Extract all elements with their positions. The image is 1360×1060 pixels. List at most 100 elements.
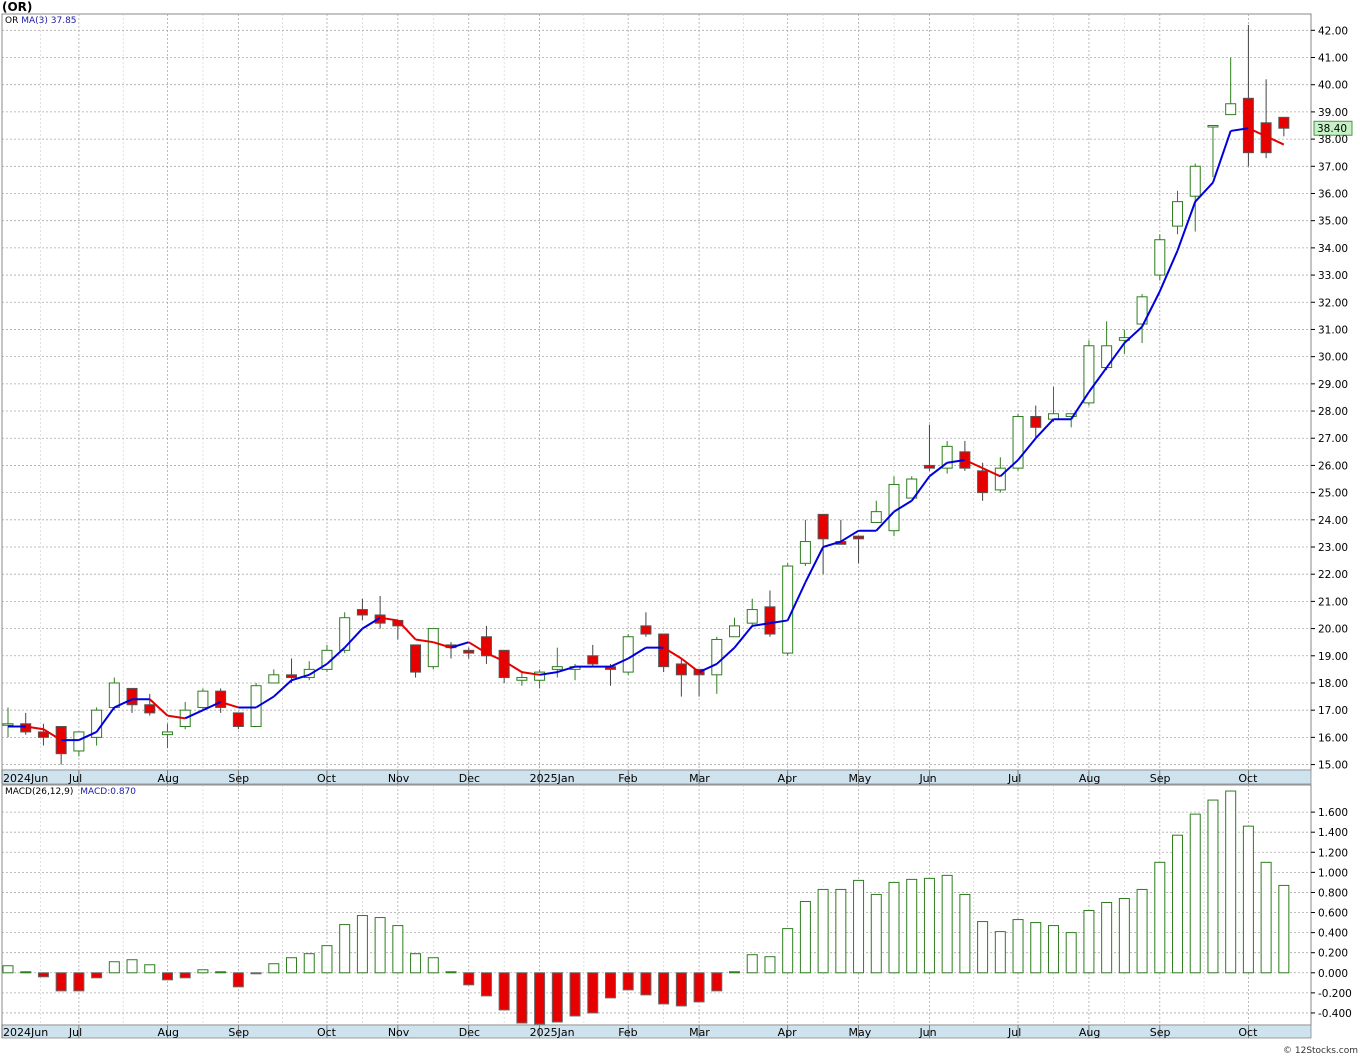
ma-line-segment <box>95 706 116 733</box>
macd-bar <box>356 915 368 974</box>
x-axis-label: May <box>849 1026 872 1039</box>
candle <box>427 628 439 670</box>
macd-y-tick-label: 1.000 <box>1318 867 1348 879</box>
candle <box>941 440 953 474</box>
macd-bar <box>215 971 227 974</box>
macd-bar <box>994 931 1006 974</box>
x-axis-label: Jul <box>68 772 82 785</box>
macd-bar <box>339 924 351 974</box>
candle <box>1136 294 1148 344</box>
macd-bar <box>1207 799 1219 974</box>
candle-body <box>268 674 280 684</box>
macd-bar <box>73 972 85 992</box>
macd-bar <box>587 972 599 1014</box>
candle-body <box>1207 124 1219 128</box>
macd-bar <box>1260 861 1272 974</box>
price-y-tick-label: 37.00 <box>1318 161 1348 173</box>
candle <box>197 688 209 711</box>
price-y-tick-label: 42.00 <box>1318 25 1348 37</box>
macd-legend: MACD(26,12,9) MACD:0.870 <box>5 787 136 797</box>
ma-line-segment <box>450 641 470 649</box>
ma-line-segment <box>184 709 204 720</box>
ma-line-segment <box>733 625 754 649</box>
macd-bar <box>197 969 209 974</box>
price-y-tick-label: 24.00 <box>1318 515 1348 527</box>
candle-body <box>463 649 475 654</box>
price-y-tick-label: 28.00 <box>1318 406 1348 418</box>
macd-bar <box>232 972 244 988</box>
macd-bar <box>1278 884 1290 974</box>
macd-bar <box>1118 897 1130 974</box>
macd-y-tick-label: 0.000 <box>1318 968 1348 980</box>
ma-line-segment <box>273 679 293 698</box>
macd-bar <box>179 972 191 979</box>
candle <box>534 669 546 689</box>
candle <box>516 672 528 686</box>
candle <box>1172 190 1184 235</box>
ma-line-segment <box>1158 250 1179 292</box>
ma-line-segment <box>1212 130 1232 183</box>
macd-bar <box>888 881 900 974</box>
ma-line-segment <box>1035 418 1055 439</box>
macd-bar <box>410 953 422 974</box>
candle <box>640 612 652 637</box>
macd-y-tick-label: 0.400 <box>1318 928 1348 940</box>
macd-bar <box>569 972 581 1017</box>
macd-bar <box>764 956 776 974</box>
macd-bar <box>161 972 173 981</box>
ticker-label: OR <box>5 16 19 26</box>
candle-body <box>870 511 882 524</box>
ma-line-segment <box>840 529 860 543</box>
macd-panel <box>1 784 1312 1026</box>
candle <box>906 476 918 499</box>
candle <box>622 634 634 675</box>
candle-body <box>286 674 298 679</box>
ma-line-segment <box>343 627 364 649</box>
x-axis-label: Sep <box>228 772 249 785</box>
ma-line-segment <box>752 622 771 627</box>
candle <box>215 688 227 713</box>
x-axis-label: Sep <box>228 1026 249 1039</box>
ma-line-segment <box>432 641 452 649</box>
candle <box>711 636 723 694</box>
candle-body <box>675 663 687 676</box>
ma-line-segment <box>928 461 948 478</box>
candle-body <box>1242 97 1254 154</box>
last-price-tag-label: 38.40 <box>1317 123 1347 135</box>
ma-line-segment <box>964 459 984 470</box>
price-y-tick-label: 30.00 <box>1318 352 1348 364</box>
ma-line-segment <box>1123 325 1143 344</box>
macd-bar <box>126 959 138 974</box>
macd-bar <box>250 972 262 975</box>
chart-title: (OR) <box>2 0 33 14</box>
credit-text: © 12Stocks.com <box>1283 1046 1358 1056</box>
x-axis-label: Jun <box>918 772 936 785</box>
candle <box>870 500 882 524</box>
price-y-tick-label: 31.00 <box>1318 324 1348 336</box>
ma-line-segment <box>1176 201 1197 251</box>
price-y-tick-label: 16.00 <box>1318 732 1348 744</box>
price-y-tick-label: 29.00 <box>1318 379 1348 391</box>
ma-line-segment <box>167 714 186 720</box>
candle-body <box>746 609 758 624</box>
macd-bar <box>1225 790 1237 974</box>
macd-bar <box>799 900 811 974</box>
x-axis-label: Oct <box>1238 1026 1258 1039</box>
ma-line-segment <box>308 663 328 676</box>
ma-line-segment <box>361 616 381 630</box>
ma-line-segment <box>149 698 169 717</box>
ma-line-segment <box>982 467 1001 478</box>
candle <box>250 682 262 727</box>
macd-bar <box>286 957 298 974</box>
x-axis-label: May <box>849 772 872 785</box>
x-axis-label: 2024Jun <box>3 772 48 785</box>
macd-bar <box>693 972 705 1003</box>
macd-bar <box>1047 925 1059 974</box>
candle <box>1154 234 1166 281</box>
macd-y-tick-label: -0.200 <box>1318 988 1352 1000</box>
macd-bar <box>516 972 528 1024</box>
candle-body <box>817 513 829 540</box>
macd-bar <box>55 972 67 992</box>
macd-bar <box>144 964 156 974</box>
candle-body <box>427 628 439 668</box>
